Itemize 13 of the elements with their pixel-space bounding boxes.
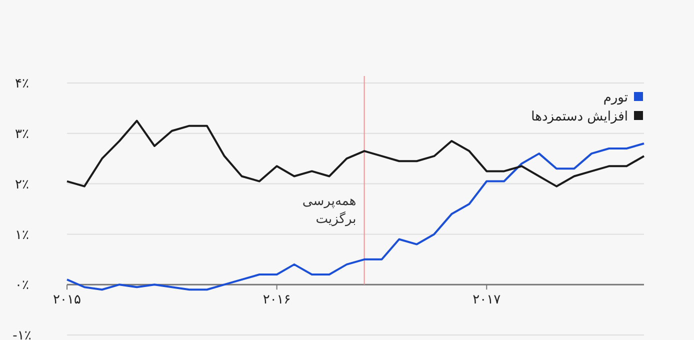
y-tick-label: ۴٪ — [15, 76, 29, 92]
legend-label: تورم — [603, 90, 628, 106]
y-tick-label: ۱٪ — [15, 228, 29, 243]
y-tick-label: -۱٪ — [12, 328, 32, 340]
x-tick-label: ۲۰۱۵ — [53, 292, 81, 308]
x-tick-label: ۲۰۱۷ — [472, 292, 501, 308]
legend-label: افزایش دستمزدها — [531, 110, 628, 125]
y-tick-label: ۳٪ — [15, 126, 29, 142]
y-tick-label: ۲٪ — [15, 177, 29, 192]
y-tick-label: ۰٪ — [15, 278, 29, 294]
line-series — [66, 142, 645, 291]
x-tick-label: ۲۰۱۶ — [262, 292, 291, 308]
ref-line-label: همه‌پرسی برگزیت — [302, 194, 356, 227]
